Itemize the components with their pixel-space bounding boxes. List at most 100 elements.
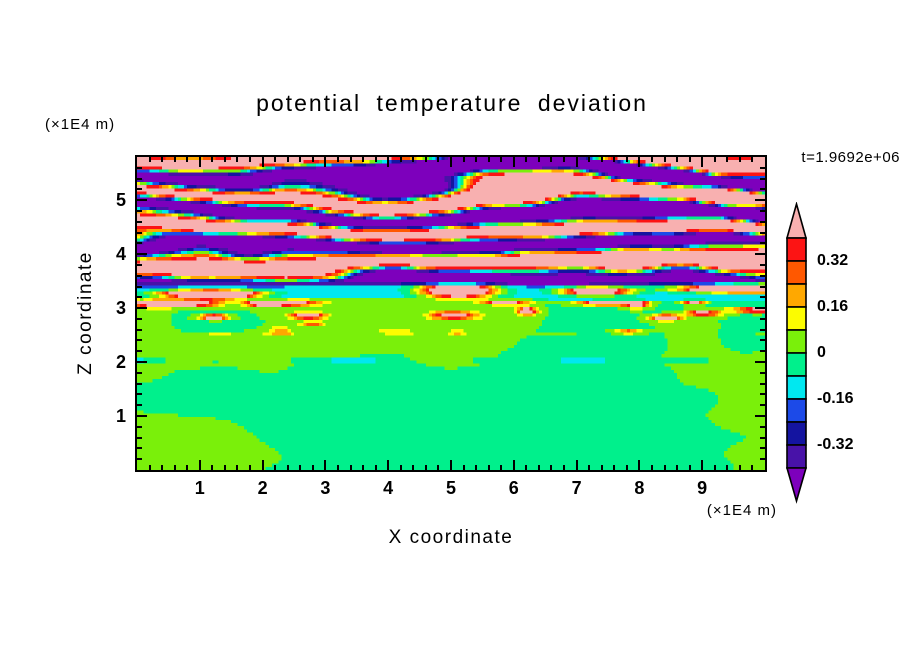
x-minor-tick: [161, 465, 164, 470]
z-minor-tick: [137, 220, 142, 223]
x-minor-tick: [550, 465, 553, 470]
z-minor-tick: [137, 317, 142, 320]
plot-area: [135, 155, 767, 472]
x-tick-label: 9: [697, 478, 708, 498]
x-minor-tick: [500, 465, 503, 470]
x-minor-tick: [738, 157, 741, 162]
z-minor-tick: [760, 382, 765, 385]
x-minor-tick: [650, 465, 653, 470]
colorbar-segment: [786, 283, 807, 308]
x-minor-tick: [399, 157, 402, 162]
colorbar-tick-label: -0.32: [817, 436, 854, 453]
z-minor-tick: [137, 382, 142, 385]
z-minor-tick: [137, 339, 142, 342]
x-major-tick: [261, 460, 264, 470]
x-tick-label: 2: [257, 478, 268, 498]
x-tick-label: 1: [194, 478, 205, 498]
x-minor-tick: [349, 465, 352, 470]
x-minor-tick: [412, 465, 415, 470]
z-minor-tick: [760, 209, 765, 212]
x-minor-tick: [588, 157, 591, 162]
z-major-tick: [755, 253, 765, 256]
x-major-tick: [638, 460, 641, 470]
z-minor-tick: [137, 350, 142, 353]
z-minor-tick: [137, 404, 142, 407]
x-minor-tick: [249, 157, 252, 162]
x-minor-tick: [173, 157, 176, 162]
x-minor-tick: [236, 157, 239, 162]
z-tick-label: 5: [115, 190, 126, 211]
z-tick-label: 3: [115, 298, 126, 319]
x-minor-tick: [223, 157, 226, 162]
z-major-tick: [755, 361, 765, 364]
z-minor-tick: [760, 339, 765, 342]
x-minor-tick: [588, 465, 591, 470]
x-minor-tick: [336, 465, 339, 470]
z-minor-tick: [760, 458, 765, 461]
colorbar-segment: [786, 237, 807, 262]
z-tick-label: 4: [115, 244, 126, 265]
x-minor-tick: [475, 157, 478, 162]
z-tick-label: 2: [115, 352, 126, 373]
x-minor-tick: [563, 157, 566, 162]
plot-title: potential temperature deviation: [256, 90, 648, 116]
z-minor-tick: [760, 188, 765, 191]
x-minor-tick: [625, 157, 628, 162]
x-minor-tick: [688, 157, 691, 162]
colorbar-tick-label: 0.32: [817, 252, 849, 269]
colorbar-segment: [786, 421, 807, 446]
x-minor-tick: [550, 157, 553, 162]
x-tick-label: 5: [445, 478, 456, 498]
z-major-tick: [755, 415, 765, 418]
colorbar: [785, 202, 808, 504]
x-minor-tick: [349, 157, 352, 162]
x-minor-tick: [274, 465, 277, 470]
z-major-tick: [755, 199, 765, 202]
x-major-tick: [387, 460, 390, 470]
colorbar-tick-label: -0.16: [817, 390, 854, 407]
colorbar-segment: [786, 398, 807, 423]
x-minor-tick: [311, 157, 314, 162]
field-canvas: [137, 157, 765, 470]
x-minor-tick: [688, 465, 691, 470]
x-minor-tick: [537, 157, 540, 162]
x-minor-tick: [713, 157, 716, 162]
x-major-tick: [324, 157, 327, 167]
x-tick-label: 4: [383, 478, 394, 498]
x-minor-tick: [676, 157, 679, 162]
z-minor-tick: [137, 274, 142, 277]
x-minor-tick: [186, 157, 189, 162]
x-minor-tick: [437, 157, 440, 162]
z-minor-tick: [137, 296, 142, 299]
x-minor-tick: [424, 465, 427, 470]
x-minor-tick: [336, 157, 339, 162]
x-minor-tick: [311, 465, 314, 470]
x-minor-tick: [286, 465, 289, 470]
x-major-tick: [701, 460, 704, 470]
z-minor-tick: [137, 177, 142, 180]
colorbar-segment: [786, 444, 807, 469]
z-major-tick: [137, 361, 147, 364]
x-minor-tick: [537, 465, 540, 470]
x-minor-tick: [487, 157, 490, 162]
z-major-tick: [137, 307, 147, 310]
x-minor-tick: [475, 465, 478, 470]
z-minor-tick: [760, 317, 765, 320]
z-major-tick: [137, 253, 147, 256]
z-minor-tick: [760, 350, 765, 353]
colorbar-segment: [786, 306, 807, 331]
x-minor-tick: [223, 465, 226, 470]
x-major-tick: [324, 460, 327, 470]
x-minor-tick: [362, 157, 365, 162]
z-minor-tick: [760, 296, 765, 299]
x-minor-tick: [424, 157, 427, 162]
x-minor-tick: [663, 157, 666, 162]
z-minor-tick: [137, 263, 142, 266]
x-minor-tick: [751, 465, 754, 470]
x-minor-tick: [374, 465, 377, 470]
x-major-tick: [575, 157, 578, 167]
z-minor-tick: [760, 447, 765, 450]
x-minor-tick: [274, 157, 277, 162]
z-minor-tick: [137, 188, 142, 191]
